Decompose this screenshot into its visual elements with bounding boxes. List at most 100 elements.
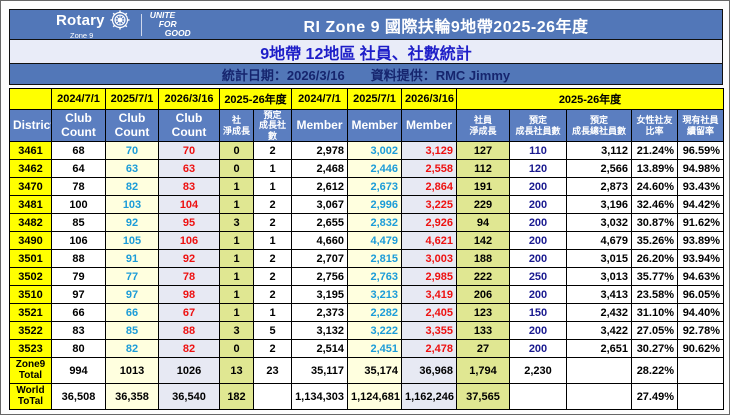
value-cell: 104 xyxy=(158,195,220,215)
value-cell: 2,996 xyxy=(347,195,402,215)
value-cell: 1 xyxy=(253,231,292,251)
value-cell: 2,514 xyxy=(291,339,348,359)
value-cell: 2,864 xyxy=(401,177,457,197)
rotary-zone-text: Zone 9 xyxy=(70,31,94,41)
value-cell: 13 xyxy=(219,357,254,385)
value-cell: 3,129 xyxy=(401,141,457,161)
value-cell: 3,002 xyxy=(347,141,402,161)
value-cell: 23 xyxy=(253,357,292,385)
value-cell: 2,651 xyxy=(566,339,632,359)
header-blank-cell xyxy=(9,88,52,110)
value-cell: 1 xyxy=(219,231,254,251)
value-cell: 100 xyxy=(51,195,106,215)
value-cell: 3,132 xyxy=(291,321,348,341)
district-cell: 3470 xyxy=(9,177,52,197)
table-row: 3510 97 97 98 1 2 3,195 3,213 3,419 206 200 3,413 23… xyxy=(9,285,724,305)
value-cell: 127 xyxy=(456,141,510,161)
value-cell: 188 xyxy=(456,249,510,269)
district-cell: 3482 xyxy=(9,213,52,233)
value-cell: 182 xyxy=(219,383,254,411)
value-cell: 2 xyxy=(253,141,292,161)
value-cell: 93.89% xyxy=(677,231,724,251)
value-cell: 91 xyxy=(105,249,159,269)
value-cell: 3 xyxy=(219,321,254,341)
value-cell: 37,565 xyxy=(456,383,510,411)
value-cell: 2,655 xyxy=(291,213,348,233)
header-date-cell: 2024/7/1 xyxy=(51,88,106,110)
value-cell: 1 xyxy=(219,267,254,287)
value-cell: 2,873 xyxy=(566,177,632,197)
value-cell: 36,540 xyxy=(158,383,220,411)
header-club-net-growth: 社 淨成長 xyxy=(219,108,254,143)
value-cell: 3,225 xyxy=(401,195,457,215)
value-cell xyxy=(253,383,292,411)
value-cell: 1 xyxy=(219,195,254,215)
value-cell: 3,112 xyxy=(566,141,632,161)
value-cell: 26.20% xyxy=(631,249,678,269)
value-cell: 30.87% xyxy=(631,213,678,233)
value-cell: 2,612 xyxy=(291,177,348,197)
value-cell: 31.10% xyxy=(631,303,678,323)
value-cell: 120 xyxy=(509,159,567,179)
total-row: World ToTal 36,508 36,358 36,540 182 1,134,30… xyxy=(9,383,724,411)
info-bar: 統計日期：2026/3/16 資料提供：RMC Jimmy xyxy=(9,64,723,85)
table-row: 3470 78 82 83 1 1 2,612 2,673 2,864 191 200 2,873 24… xyxy=(9,177,724,197)
value-cell: 94.63% xyxy=(677,267,724,287)
stat-date-text: 統計日期：2026/3/16 xyxy=(221,67,345,83)
value-cell: 63 xyxy=(105,159,159,179)
header-year-cell: 2025-26年度 xyxy=(219,88,292,110)
value-cell: 96.05% xyxy=(677,285,724,305)
value-cell: 2,405 xyxy=(401,303,457,323)
value-cell: 229 xyxy=(456,195,510,215)
value-cell: 88 xyxy=(158,321,220,341)
header-club-count: Club Count xyxy=(51,108,106,143)
value-cell: 92.78% xyxy=(677,321,724,341)
value-cell: 206 xyxy=(456,285,510,305)
value-cell: 191 xyxy=(456,177,510,197)
district-cell: 3462 xyxy=(9,159,52,179)
header-year-cell: 2025-26年度 xyxy=(456,88,724,110)
value-cell: 250 xyxy=(509,267,567,287)
value-cell: 78 xyxy=(158,267,220,287)
header-member: Member xyxy=(291,108,348,143)
district-cell: 3522 xyxy=(9,321,52,341)
value-cell: 2,282 xyxy=(347,303,402,323)
value-cell: 70 xyxy=(105,141,159,161)
header-district: District xyxy=(9,108,52,143)
value-cell: 3,015 xyxy=(566,249,632,269)
value-cell: 1013 xyxy=(105,357,159,385)
value-cell: 80 xyxy=(51,339,106,359)
value-cell: 3,222 xyxy=(347,321,402,341)
value-cell: 5 xyxy=(253,321,292,341)
value-cell: 3,196 xyxy=(566,195,632,215)
table-row: 3461 68 70 70 0 2 2,978 3,002 3,129 127 110 3,112 21… xyxy=(9,141,724,161)
header-date-cell: 2025/7/1 xyxy=(347,88,402,110)
value-cell: 92 xyxy=(105,213,159,233)
provider-text: 資料提供：RMC Jimmy xyxy=(370,67,511,83)
value-cell: 2,815 xyxy=(347,249,402,269)
value-cell: 3,213 xyxy=(347,285,402,305)
district-cell: 3481 xyxy=(9,195,52,215)
value-cell xyxy=(677,383,724,411)
unite-for-good-tagline: UNITE FOR GOOD xyxy=(149,10,191,38)
value-cell: 1,162,246 xyxy=(401,383,457,411)
value-cell: 4,479 xyxy=(347,231,402,251)
district-cell: Zone9 Total xyxy=(9,357,52,385)
value-cell: 2,707 xyxy=(291,249,348,269)
value-cell: 2,673 xyxy=(347,177,402,197)
value-cell: 66 xyxy=(51,303,106,323)
value-cell: 63 xyxy=(158,159,220,179)
value-cell: 91.62% xyxy=(677,213,724,233)
district-cell: 3521 xyxy=(9,303,52,323)
header-planned-club-growth: 預定 成長社數 xyxy=(253,108,292,143)
title-bar: Rotary xyxy=(9,9,723,40)
value-cell: 200 xyxy=(509,285,567,305)
table-row: 3482 85 92 95 3 2 2,655 2,832 2,926 94 200 3,032 30.… xyxy=(9,213,724,233)
value-cell: 94.40% xyxy=(677,303,724,323)
value-cell: 93.94% xyxy=(677,249,724,269)
header-planned-total-members: 預定 成長總社員數 xyxy=(566,108,632,143)
value-cell: 24.60% xyxy=(631,177,678,197)
value-cell: 97 xyxy=(105,285,159,305)
page-subtitle: 9地帶 12地區 社員、社數統計 xyxy=(9,40,723,64)
value-cell: 88 xyxy=(51,249,106,269)
